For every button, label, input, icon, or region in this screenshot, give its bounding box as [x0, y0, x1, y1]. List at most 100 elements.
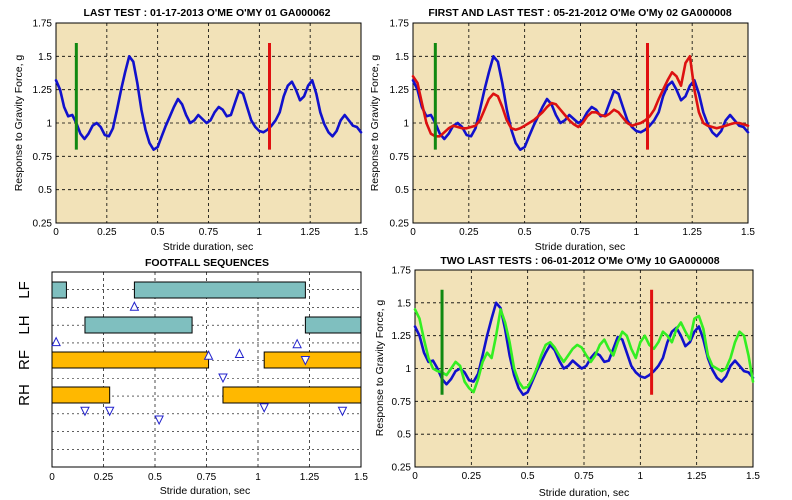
two-last-tests-y-axis-label: Response to Gravity Force, g [374, 300, 386, 437]
x-tick-label: 0.25 [97, 227, 117, 238]
y-tick-label: 1.75 [390, 19, 410, 30]
footfall-bar [51, 281, 67, 299]
x-tick-label: 0 [49, 472, 55, 483]
footfall-bars [51, 281, 362, 404]
triangle-down-marker [80, 406, 90, 417]
two-last-tests-series [413, 289, 755, 397]
x-tick-label: 0.5 [521, 471, 535, 482]
x-tick-label: 0.75 [571, 227, 591, 238]
y-tick-label: 0.75 [392, 397, 412, 408]
footfall-event-markers [51, 301, 348, 426]
triangle-up-marker [203, 350, 214, 360]
lane-label-lh: LH [16, 315, 33, 334]
x-tick-label: 0.25 [462, 471, 482, 482]
last-test-gridlines [56, 23, 361, 223]
series-line-0 [54, 54, 363, 151]
x-tick-label: 0.5 [148, 472, 162, 483]
y-tick-label: 0.5 [395, 185, 409, 196]
last-test-chart: LAST TEST : 01-17-2013 O'ME O'MY 01 GA00… [13, 7, 368, 253]
x-tick-label: 0.5 [151, 227, 165, 238]
x-tick-label: 0 [53, 227, 59, 238]
last-test-y-axis-label: Response to Gravity Force, g [13, 55, 25, 192]
first-and-last-test-series [411, 43, 750, 151]
y-tick-label: 0.25 [390, 219, 410, 230]
y-tick-label: 0.25 [33, 219, 53, 230]
last-test-series [54, 43, 363, 151]
two-last-tests-gridlines [415, 270, 753, 467]
x-tick-label: 1.25 [300, 472, 320, 483]
footfall-bar [263, 351, 362, 369]
triangle-up-marker [51, 336, 61, 347]
x-tick-label: 1.25 [682, 227, 702, 238]
last-test-x-ticks: 0 0.25 0.5 0.75 1 1.25 1.5 [53, 227, 368, 238]
footfall-bar [304, 316, 362, 334]
first-and-last-test-y-ticks: 0.25 0.5 0.75 1 1.25 1.5 1.75 [390, 19, 410, 230]
y-tick-label: 1.25 [392, 331, 412, 342]
x-tick-label: 1.5 [354, 472, 368, 483]
x-tick-label: 1.25 [687, 471, 707, 482]
x-tick-label: 1 [255, 472, 261, 483]
series-line-0 [411, 54, 750, 151]
y-tick-label: 0.25 [392, 463, 412, 474]
x-tick-label: 0.25 [459, 227, 479, 238]
triangle-up-marker [129, 301, 140, 311]
two-last-tests-y-ticks: 0.25 0.5 0.75 1 1.25 1.5 1.75 [392, 266, 412, 474]
x-tick-label: 0.25 [94, 472, 114, 483]
footfall-sequences-chart: FOOTFALL SEQUENCES LF LH RF RH 0 0.25 0.5 0.75… [16, 257, 368, 497]
first-and-last-test-x-ticks: 0 0.25 0.5 0.75 1 1.25 1.5 [410, 227, 755, 238]
y-tick-label: 1.75 [392, 266, 412, 277]
series-line-1 [411, 54, 750, 138]
y-tick-label: 0.5 [38, 185, 52, 196]
footfall-bar [133, 281, 306, 299]
triangle-up-marker [234, 348, 245, 358]
lane-label-rh: RH [16, 384, 33, 406]
footfall-bar [222, 386, 362, 404]
lane-label-rf: RF [16, 350, 33, 370]
series-line-1 [413, 308, 755, 394]
y-tick-label: 1 [46, 119, 52, 130]
x-tick-label: 0.5 [518, 227, 532, 238]
triangle-down-marker [300, 356, 311, 366]
x-tick-label: 1 [257, 227, 263, 238]
last-test-y-ticks: 0.25 0.5 0.75 1 1.25 1.5 1.75 [33, 19, 53, 230]
y-tick-label: 1.5 [38, 52, 52, 63]
footfall-lane-labels: LF LH RF RH [16, 281, 33, 406]
footfall-bar [51, 386, 111, 404]
x-tick-label: 0.75 [199, 227, 219, 238]
x-tick-label: 1 [634, 227, 640, 238]
y-tick-label: 1.5 [395, 52, 409, 63]
y-tick-label: 1 [403, 119, 409, 130]
first-and-last-test-chart-title: FIRST AND LAST TEST : 05-21-2012 O'Me O'… [428, 7, 732, 19]
footfall-bar [84, 316, 193, 334]
x-tick-label: 0 [410, 227, 416, 238]
triangle-down-marker [154, 415, 164, 426]
last-test-chart-title: LAST TEST : 01-17-2013 O'ME O'MY 01 GA00… [84, 7, 331, 19]
y-tick-label: 1.75 [33, 19, 53, 30]
y-tick-label: 1 [405, 364, 411, 375]
footfall-x-axis-label: Stride duration, sec [160, 485, 250, 497]
x-tick-label: 0 [412, 471, 418, 482]
footfall-bar [51, 351, 210, 369]
two-last-tests-chart-title: TWO LAST TESTS : 06-01-2012 O'Me O'My 10… [440, 255, 719, 267]
first-and-last-test-gridlines [413, 23, 748, 223]
y-tick-label: 0.75 [33, 152, 53, 163]
x-tick-label: 0.75 [197, 472, 217, 483]
lane-label-lf: LF [16, 281, 33, 299]
footfall-sequences-title: FOOTFALL SEQUENCES [145, 257, 269, 269]
triangle-up-marker [292, 338, 302, 349]
y-tick-label: 0.75 [390, 152, 410, 163]
first-and-last-test-chart: FIRST AND LAST TEST : 05-21-2012 O'Me O'… [369, 7, 755, 253]
last-test-x-axis-label: Stride duration, sec [163, 241, 253, 253]
series-line-0 [413, 301, 755, 397]
first-and-last-test-x-axis-label: Stride duration, sec [535, 241, 625, 253]
x-tick-label: 1.5 [354, 227, 368, 238]
y-tick-label: 1.5 [397, 298, 411, 309]
x-tick-label: 1 [638, 471, 644, 482]
triangle-down-marker [259, 403, 269, 413]
first-and-last-test-y-axis-label: Response to Gravity Force, g [369, 55, 381, 192]
two-last-tests-x-ticks: 0 0.25 0.5 0.75 1 1.25 1.5 [412, 471, 760, 482]
x-tick-label: 1.5 [741, 227, 755, 238]
y-tick-label: 0.5 [397, 430, 411, 441]
triangle-down-marker [218, 373, 228, 384]
